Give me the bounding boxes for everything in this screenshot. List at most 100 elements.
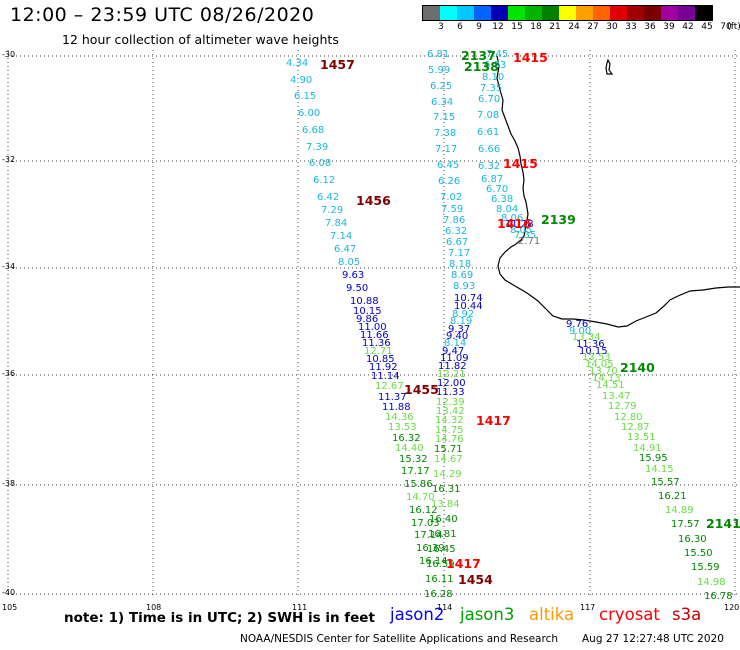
wave-height-value: 2.71 (518, 236, 541, 247)
wave-height-value: 6.66 (478, 144, 501, 155)
wave-height-value: 7.35 (480, 83, 503, 94)
wave-height-value: 6.45 (437, 160, 460, 171)
color-scale-legend (422, 5, 713, 21)
wave-height-value: 11.82 (438, 361, 467, 372)
wave-height-value: 8.05 (338, 257, 361, 268)
longitude-label: 117 (580, 603, 596, 612)
wave-height-value: 11.33 (436, 387, 465, 398)
wave-height-value: 10.74 (454, 293, 483, 304)
pass-number: 1417 (446, 556, 481, 571)
satellite-jason2: jason2 (390, 605, 445, 624)
legend-swatch-4 (491, 6, 508, 20)
wave-height-value: 7.84 (325, 218, 348, 229)
wave-height-value: 11.37 (378, 392, 407, 403)
wave-height-value: 15.57 (651, 477, 680, 488)
wave-height-value: 7.38 (434, 128, 457, 139)
wave-height-value: 17.17 (401, 466, 430, 477)
latitude-label: -40 (2, 588, 16, 597)
legend-swatch-0 (423, 6, 440, 20)
pass-number: 1456 (356, 193, 391, 208)
credit-line: NOAA/NESDIS Center for Satellite Applica… (240, 633, 558, 645)
legend-swatch-10 (593, 6, 610, 20)
wave-height-value: 14.05 (585, 359, 614, 370)
wave-height-value: 11.36 (576, 339, 605, 350)
wave-height-value: 16.28 (424, 589, 453, 600)
pass-number: 2137 (461, 48, 496, 63)
wave-height-value: 15.86 (404, 479, 433, 490)
wave-height-value: 11.88 (382, 402, 411, 413)
pass-number: 1455 (404, 382, 439, 397)
legend-tick: 45 (701, 22, 713, 32)
legend-tick: 39 (663, 22, 675, 32)
wave-height-value: 16.59 (426, 559, 455, 570)
wave-height-value: 6.32 (478, 161, 501, 172)
wave-height-value: 12.71 (364, 346, 393, 357)
longitude-label: 105 (2, 603, 18, 612)
wave-height-value: 6.15 (294, 91, 317, 102)
wave-height-value: 14.51 (596, 380, 625, 391)
legend-tick: 30 (606, 22, 618, 32)
wave-height-value: 6.08 (309, 158, 332, 169)
pass-number: 1417 (476, 413, 511, 428)
wave-height-value: 9.40 (446, 331, 469, 342)
wave-height-value: 6.00 (298, 108, 321, 119)
pass-number: 2141 (706, 516, 740, 531)
legend-swatch-2 (457, 6, 474, 20)
wave-height-value: 14.36 (385, 412, 414, 423)
wave-height-value: 7.59 (441, 204, 464, 215)
wave-height-value: 16.39 (416, 543, 445, 554)
wave-height-value: 6.68 (302, 125, 325, 136)
wave-height-value: 13.51 (627, 432, 656, 443)
wave-height-value: 13.53 (388, 422, 417, 433)
latitude-label: -36 (2, 369, 16, 378)
satellite-cryosat: cryosat (599, 605, 660, 624)
wave-height-value: 15.59 (691, 562, 720, 573)
wave-height-value: 14.89 (665, 505, 694, 516)
wave-height-value: 11.00 (358, 322, 387, 333)
wave-height-value: 6.26 (438, 176, 461, 187)
wave-height-value: 14.32 (435, 415, 464, 426)
wave-height-value: 9.47 (442, 346, 465, 357)
wave-height-value: 13.42 (436, 406, 465, 417)
wave-height-value: 10.88 (350, 296, 379, 307)
wave-height-value: 13.53 (582, 352, 611, 363)
wave-height-value: 8.14 (444, 338, 467, 349)
wave-height-value: 9.86 (356, 314, 379, 325)
wave-height-value: 7.45 (486, 49, 509, 60)
footer-note: note: 1) Time is in UTC; 2) SWH is in fe… (64, 610, 375, 626)
map-subtitle: 12 hour collection of altimeter wave hei… (62, 32, 339, 47)
wave-height-value: 15.32 (399, 454, 428, 465)
legend-tick: 27 (587, 22, 599, 32)
island-outline (605, 58, 614, 75)
wave-height-value: 14.15 (645, 464, 674, 475)
legend-swatch-12 (627, 6, 644, 20)
wave-height-value: 12.79 (608, 401, 637, 412)
wave-height-value: 6.32 (445, 226, 468, 237)
pass-number: 1415 (513, 50, 548, 65)
wave-height-value: 9.63 (342, 270, 365, 281)
wave-height-value: 8.05 (510, 225, 533, 236)
legend-swatch-7 (542, 6, 559, 20)
legend-swatch-3 (474, 6, 491, 20)
wave-height-value: 11.09 (440, 353, 469, 364)
legend-tick: 18 (530, 22, 542, 32)
legend-swatch-8 (559, 6, 576, 20)
wave-height-value: 8.69 (451, 270, 474, 281)
wave-height-value: 16.21 (658, 491, 687, 502)
wave-height-value: 11.14 (371, 371, 400, 382)
latitude-label: -34 (2, 262, 16, 271)
longitude-label: 120 (724, 603, 740, 612)
wave-height-value: 6.25 (430, 81, 453, 92)
legend-tick: 21 (549, 22, 561, 32)
pass-number: 2138 (464, 59, 499, 74)
legend-swatch-14 (661, 6, 678, 20)
wave-height-value: 6.87 (481, 174, 504, 185)
legend-tick: 15 (511, 22, 523, 32)
legend-swatch-5 (508, 6, 525, 20)
pass-number: 1416 (497, 216, 532, 231)
wave-height-value: 15.95 (639, 453, 668, 464)
wave-height-value: 9.50 (346, 283, 369, 294)
legend-tick: 3 (438, 22, 444, 32)
legend-tick: 9 (476, 22, 482, 32)
